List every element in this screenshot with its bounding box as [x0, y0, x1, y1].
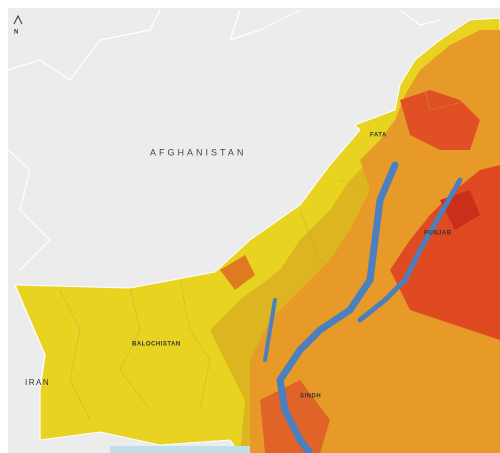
province-label: PUNJAB — [424, 231, 452, 237]
district-borders — [59, 69, 471, 421]
province-label: BALOCHISTAN — [132, 342, 181, 348]
sea — [110, 446, 250, 453]
river — [263, 161, 463, 453]
province-label: FATA — [370, 133, 387, 139]
border — [14, 284, 46, 440]
pakistan-red — [260, 380, 330, 453]
country-label: AFGHANISTAN — [150, 147, 246, 157]
pakistan-red — [400, 90, 480, 150]
patch — [220, 255, 255, 290]
north-label: N — [14, 30, 19, 36]
province-label: SINDH — [300, 394, 321, 400]
province-borders — [7, 9, 441, 271]
country-label: IRAN — [25, 378, 50, 387]
north-arrow — [13, 14, 23, 25]
